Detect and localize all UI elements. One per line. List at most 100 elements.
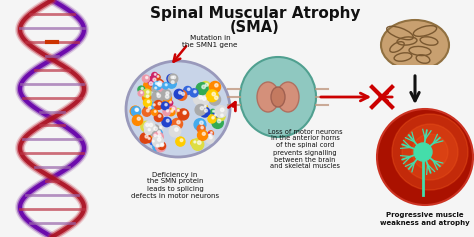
Circle shape xyxy=(156,145,159,147)
Circle shape xyxy=(150,132,158,141)
Circle shape xyxy=(157,93,159,95)
Circle shape xyxy=(212,113,217,118)
Circle shape xyxy=(196,83,208,95)
Circle shape xyxy=(155,74,160,80)
Circle shape xyxy=(172,81,174,83)
Circle shape xyxy=(174,89,183,99)
Circle shape xyxy=(212,92,216,96)
Circle shape xyxy=(150,139,155,145)
Circle shape xyxy=(131,107,141,116)
Circle shape xyxy=(154,100,163,109)
Circle shape xyxy=(155,87,156,89)
Circle shape xyxy=(215,106,227,117)
Circle shape xyxy=(221,114,223,117)
Circle shape xyxy=(146,77,148,79)
Circle shape xyxy=(171,110,173,112)
Circle shape xyxy=(206,133,212,139)
Circle shape xyxy=(205,109,208,112)
Circle shape xyxy=(180,110,188,118)
Circle shape xyxy=(152,136,164,147)
Circle shape xyxy=(157,76,159,77)
Circle shape xyxy=(145,127,152,135)
Circle shape xyxy=(210,82,220,92)
Circle shape xyxy=(171,76,173,79)
Circle shape xyxy=(158,142,165,150)
Text: Mutation in
the SMN1 gene: Mutation in the SMN1 gene xyxy=(182,35,238,47)
Circle shape xyxy=(148,106,151,109)
Circle shape xyxy=(167,109,175,116)
Circle shape xyxy=(147,100,150,103)
Circle shape xyxy=(190,89,198,97)
Circle shape xyxy=(145,136,152,143)
Circle shape xyxy=(153,104,155,106)
Circle shape xyxy=(202,97,206,100)
Circle shape xyxy=(142,108,151,116)
Circle shape xyxy=(148,129,150,131)
Circle shape xyxy=(149,82,153,85)
Circle shape xyxy=(161,90,171,100)
Circle shape xyxy=(412,134,448,170)
Circle shape xyxy=(165,84,167,86)
Circle shape xyxy=(202,85,205,89)
Circle shape xyxy=(142,75,149,82)
Circle shape xyxy=(172,118,182,129)
Circle shape xyxy=(215,84,218,87)
Ellipse shape xyxy=(126,61,230,157)
Circle shape xyxy=(172,108,175,110)
Circle shape xyxy=(192,138,204,150)
Circle shape xyxy=(140,133,150,143)
Circle shape xyxy=(148,137,150,139)
Circle shape xyxy=(158,131,160,133)
Circle shape xyxy=(150,102,156,109)
Circle shape xyxy=(162,117,171,127)
Circle shape xyxy=(175,128,178,131)
Circle shape xyxy=(153,79,164,90)
Circle shape xyxy=(182,92,184,95)
Text: Spinal Muscular Atrophy: Spinal Muscular Atrophy xyxy=(150,5,360,20)
Circle shape xyxy=(377,109,473,205)
Circle shape xyxy=(135,108,138,111)
Circle shape xyxy=(158,115,161,117)
Circle shape xyxy=(194,91,196,93)
Circle shape xyxy=(168,106,177,114)
Circle shape xyxy=(153,78,156,81)
Circle shape xyxy=(138,91,144,96)
Circle shape xyxy=(162,144,164,146)
Circle shape xyxy=(149,123,153,127)
Circle shape xyxy=(206,90,218,102)
Circle shape xyxy=(183,111,186,114)
Circle shape xyxy=(177,121,180,124)
Circle shape xyxy=(212,117,223,128)
Circle shape xyxy=(204,106,206,108)
Circle shape xyxy=(205,134,214,143)
Circle shape xyxy=(158,102,161,105)
Circle shape xyxy=(152,109,157,115)
Circle shape xyxy=(160,143,164,146)
Circle shape xyxy=(143,93,151,101)
Circle shape xyxy=(153,143,161,150)
Circle shape xyxy=(200,121,203,125)
Circle shape xyxy=(169,126,181,137)
Circle shape xyxy=(208,131,213,136)
Circle shape xyxy=(218,119,221,123)
Circle shape xyxy=(136,109,138,111)
Circle shape xyxy=(210,136,212,139)
Text: (SMA): (SMA) xyxy=(230,19,280,35)
Circle shape xyxy=(154,92,160,98)
Circle shape xyxy=(167,100,173,106)
Circle shape xyxy=(402,124,458,180)
Circle shape xyxy=(173,76,176,79)
Circle shape xyxy=(175,109,181,114)
Circle shape xyxy=(154,127,157,130)
Circle shape xyxy=(152,92,163,103)
Circle shape xyxy=(153,81,162,90)
FancyBboxPatch shape xyxy=(380,65,450,73)
Ellipse shape xyxy=(277,82,299,112)
Circle shape xyxy=(194,119,206,130)
Circle shape xyxy=(144,80,155,91)
Text: Deficiency in
the SMN protein
leads to splicing
defects in motor neurons: Deficiency in the SMN protein leads to s… xyxy=(131,172,219,199)
Circle shape xyxy=(191,140,197,146)
Circle shape xyxy=(155,141,166,152)
Circle shape xyxy=(200,107,203,110)
Text: Loss of motor neurons
in the anterior horns
of the spinal cord
prevents signalli: Loss of motor neurons in the anterior ho… xyxy=(268,128,342,169)
